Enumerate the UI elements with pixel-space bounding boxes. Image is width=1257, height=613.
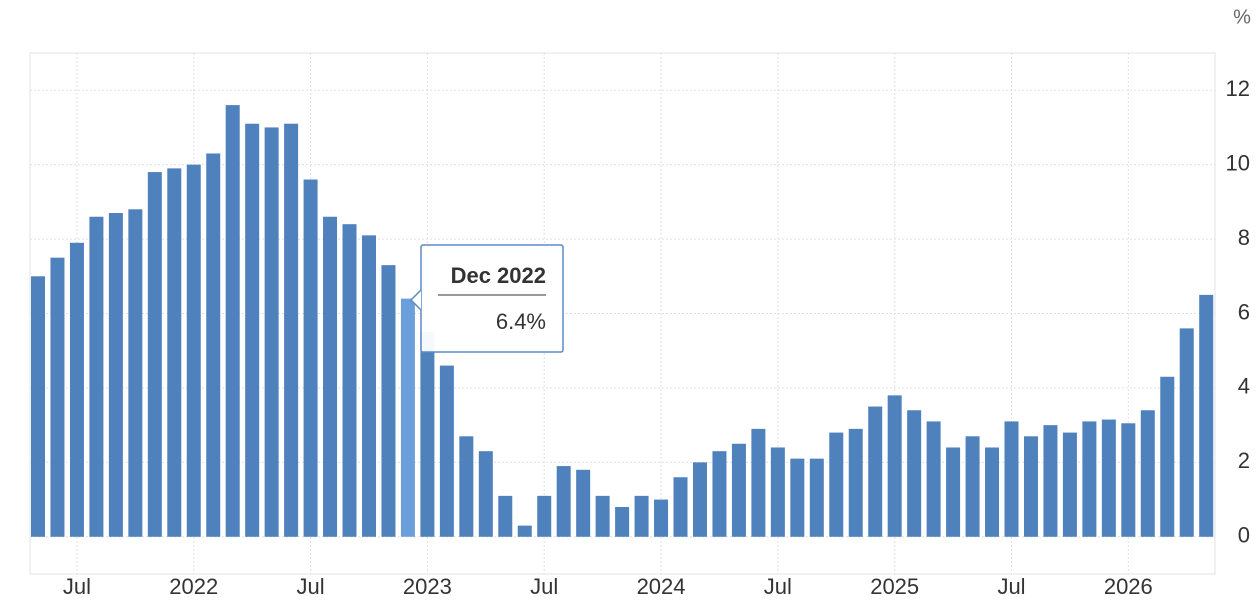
bar [868, 406, 883, 537]
bar [809, 458, 824, 537]
x-tick-label: Jul [764, 574, 792, 599]
bar [31, 276, 45, 537]
bar [829, 432, 844, 537]
bar [654, 499, 669, 537]
tooltip-box [420, 244, 564, 353]
bar [69, 242, 84, 537]
bar [907, 410, 922, 537]
bar [1179, 328, 1194, 537]
bar [887, 395, 902, 537]
x-tick-label: Jul [997, 574, 1025, 599]
y-tick-label: 12 [1226, 76, 1250, 101]
tooltip-pointer [409, 289, 422, 311]
bar [89, 216, 104, 537]
bar [108, 213, 123, 537]
x-tick-label: Jul [530, 574, 558, 599]
y-tick-label: 2 [1238, 448, 1250, 473]
bar [50, 257, 65, 537]
bar [128, 209, 143, 537]
y-tick-label: 0 [1238, 523, 1250, 548]
bar [206, 153, 221, 537]
tooltip-title: Dec 2022 [451, 263, 546, 288]
bar [498, 495, 513, 537]
y-tick-label: 10 [1226, 150, 1250, 175]
bar [1082, 421, 1097, 537]
bar [264, 127, 279, 537]
y-tick-label: 8 [1238, 225, 1250, 250]
bar [946, 447, 961, 537]
bar [186, 164, 201, 537]
bar [225, 105, 240, 537]
bar [576, 469, 591, 537]
bar [478, 451, 493, 537]
bar [673, 477, 688, 537]
x-tick-label: 2022 [169, 574, 218, 599]
bar [147, 172, 162, 537]
bar [517, 525, 532, 537]
bar [303, 179, 318, 537]
bar [167, 168, 182, 537]
bar [770, 447, 785, 537]
bar [1160, 376, 1175, 537]
x-tick-label: 2024 [637, 574, 686, 599]
bar [1043, 425, 1058, 537]
y-tick-label: 4 [1238, 374, 1250, 399]
x-tick-label: Jul [297, 574, 325, 599]
bar [790, 458, 805, 537]
bar [556, 466, 571, 537]
bar [595, 495, 610, 537]
x-tick-label: 2025 [870, 574, 919, 599]
tooltip-value: 6.4% [496, 309, 546, 334]
bar [1121, 423, 1136, 537]
bar [985, 447, 1000, 537]
bar [751, 428, 766, 537]
bar [439, 365, 454, 537]
bar [420, 332, 435, 537]
bar [1004, 421, 1019, 537]
bar [323, 216, 338, 537]
bar [634, 495, 649, 537]
bar [381, 265, 396, 537]
bar [284, 123, 299, 537]
unit-label: % [1233, 6, 1251, 28]
bar [245, 123, 260, 537]
y-tick-label: 6 [1238, 299, 1250, 324]
bar [848, 428, 863, 537]
x-tick-label: 2026 [1104, 574, 1153, 599]
bar [361, 235, 376, 537]
bar [537, 495, 552, 537]
bars [31, 105, 1214, 537]
bar [731, 443, 746, 537]
bar [459, 436, 474, 537]
bar [400, 298, 415, 537]
bar [965, 436, 980, 537]
bar [712, 451, 727, 537]
bar [615, 507, 630, 537]
bar [692, 462, 707, 537]
tooltip: Dec 2022 6.4% [409, 244, 564, 353]
bar [342, 224, 357, 537]
labels: 0 2 4 6 8 10 12 Jul 2022 Jul 2023 Jul 2024 Jul 2025 Jul… [63, 76, 1250, 599]
x-tick-label: Jul [63, 574, 91, 599]
bar [1101, 419, 1116, 537]
bar [1140, 410, 1155, 537]
bar [1199, 294, 1214, 537]
bar [1023, 436, 1038, 537]
bar [926, 421, 941, 537]
x-tick-label: 2023 [403, 574, 452, 599]
bar [1062, 432, 1077, 537]
